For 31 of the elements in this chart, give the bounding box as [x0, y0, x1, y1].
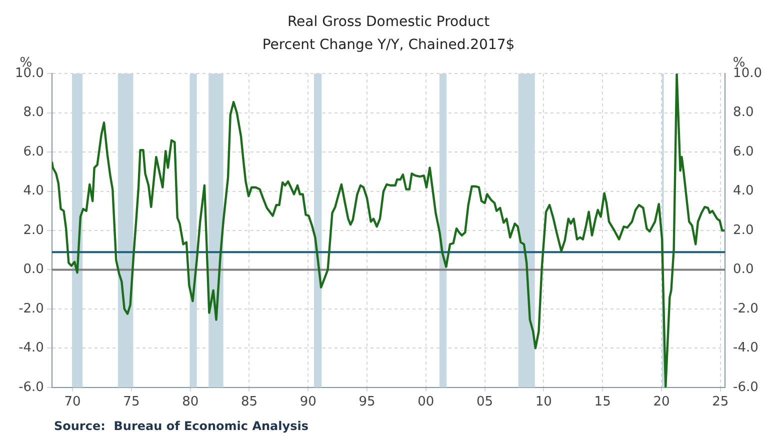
- y-tick-label: 8.0: [23, 105, 44, 120]
- x-tick-label: 10: [535, 394, 552, 410]
- y2-tick-label: 8.0: [733, 105, 754, 120]
- y2-tick-label: -4.0: [733, 340, 758, 356]
- x-tick-label: 90: [300, 394, 316, 410]
- x-tick-label: 85: [240, 394, 258, 410]
- x-tick-label: 15: [594, 394, 611, 410]
- x-tick-label: 05: [476, 394, 494, 410]
- y2-tick-label: -6.0: [733, 380, 758, 395]
- x-tick-label: 25: [712, 394, 729, 410]
- y-tick-label: -2.0: [18, 301, 44, 316]
- y-tick-label: -4.0: [18, 340, 44, 356]
- y-tick-label: -6.0: [18, 380, 44, 395]
- y-tick-label: 2.0: [23, 222, 44, 238]
- y-tick-label: 0.0: [23, 262, 44, 278]
- y-tick-label: 6.0: [23, 144, 44, 160]
- chart-title: Real Gross Domestic Product: [287, 14, 490, 30]
- y2-tick-label: 6.0: [733, 144, 754, 160]
- x-tick-label: 20: [653, 394, 670, 410]
- chart-subtitle: Percent Change Y/Y, Chained.2017$: [262, 36, 515, 53]
- x-tick-label: 70: [64, 394, 81, 410]
- x-tick-label: 80: [182, 394, 199, 410]
- x-tick-label: 75: [123, 394, 140, 410]
- x-tick-label: 00: [418, 394, 434, 410]
- y2-tick-label: 4.0: [733, 184, 754, 199]
- y2-tick-label: 2.0: [733, 222, 754, 238]
- source-note: Source: Bureau of Economic Analysis: [54, 419, 310, 433]
- y2-tick-label: -2.0: [733, 301, 758, 316]
- y2-tick-label: 0.0: [733, 262, 754, 278]
- y-tick-label: 4.0: [23, 184, 44, 199]
- x-tick-label: 95: [358, 394, 376, 410]
